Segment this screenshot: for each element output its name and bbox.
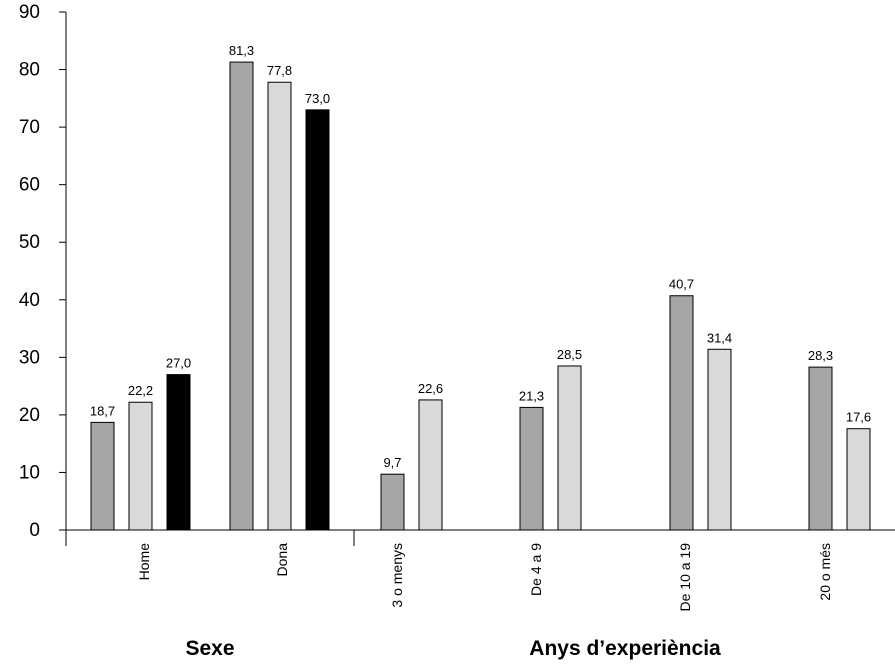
bar	[557, 365, 582, 531]
y-tick-label: 20	[19, 405, 40, 426]
y-tick-label: 70	[19, 117, 40, 138]
y-tick-label: 0	[29, 520, 40, 541]
group-label: Sexe	[185, 637, 234, 660]
category-label: De 4 a 9	[528, 543, 544, 596]
data-label: 21,3	[519, 388, 544, 403]
bar	[669, 295, 694, 531]
bar	[808, 366, 833, 531]
data-label: 27,0	[166, 356, 191, 371]
bar	[418, 399, 443, 531]
bar	[305, 109, 330, 531]
data-label: 28,3	[808, 348, 833, 363]
data-label: 81,3	[229, 43, 254, 58]
data-label: 22,6	[418, 381, 443, 396]
category-label: De 10 a 19	[677, 543, 693, 612]
data-label: 40,7	[669, 277, 694, 292]
y-tick-label: 80	[19, 60, 40, 81]
data-label: 9,7	[383, 455, 401, 470]
x-axis: Home Dona Sexe 3 o menys De 4 a 9 De 10 a 19 2…	[65, 529, 895, 660]
y-axis: 0 10 20 30 40 50 60 70 80 90	[19, 2, 67, 541]
category-label: Home	[136, 543, 152, 581]
bar	[267, 81, 292, 531]
data-label: 73,0	[305, 91, 330, 106]
data-label: 22,2	[128, 383, 153, 398]
bar	[166, 374, 191, 531]
y-tick-label: 10	[19, 462, 40, 483]
bar	[90, 421, 115, 531]
y-tick-label: 60	[19, 175, 40, 196]
data-label: 77,8	[267, 63, 292, 78]
data-label: 31,4	[707, 330, 732, 345]
data-label: 18,7	[90, 403, 115, 418]
category-label: 20 o més	[817, 543, 833, 601]
y-tick-label: 30	[19, 347, 40, 368]
bar	[707, 348, 732, 531]
bar	[380, 473, 405, 531]
bar	[229, 61, 254, 531]
data-label: 17,6	[846, 410, 871, 425]
bars: 18,7 22,2 27,0 81,3 77,8 73,0 9,7 22,6 21,3 28,5 4…	[90, 43, 871, 531]
group-label: Anys d’experiència	[529, 637, 721, 660]
bar	[128, 401, 153, 531]
data-label: 28,5	[557, 347, 582, 362]
y-tick-label: 90	[19, 2, 40, 23]
category-label: Dona	[274, 543, 290, 577]
y-tick-label: 40	[19, 290, 40, 311]
category-label: 3 o menys	[389, 543, 405, 608]
y-tick-label: 50	[19, 232, 40, 253]
bar	[846, 428, 871, 531]
bar	[519, 406, 544, 531]
